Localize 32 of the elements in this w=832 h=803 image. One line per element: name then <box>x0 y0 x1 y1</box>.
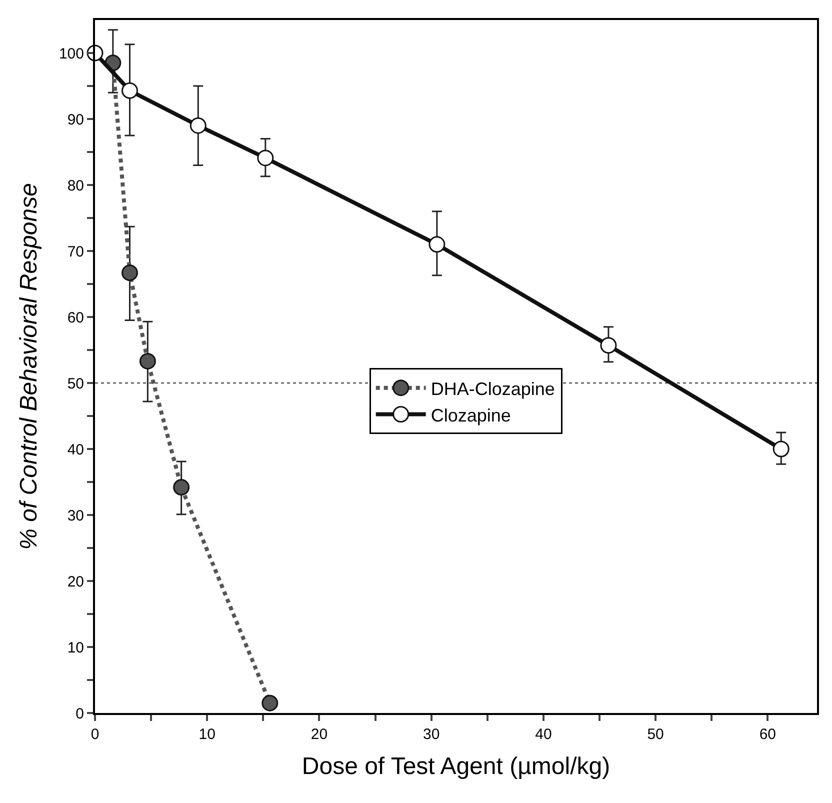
y-tick-label: 20 <box>67 573 84 590</box>
x-axis-title: Dose of Test Agent (µmol/kg) <box>302 752 610 780</box>
point <box>190 117 206 134</box>
y-axis-title: % of Control Behavioral Response <box>16 183 43 550</box>
x-tick-label: 10 <box>198 726 216 743</box>
legend-label: DHA-Clozapine <box>430 378 555 399</box>
x-tick-label: 40 <box>535 726 552 743</box>
y-tick-label: 60 <box>67 309 84 326</box>
y-tick-label: 100 <box>58 45 84 62</box>
point <box>139 352 156 370</box>
x-tick-label: 0 <box>90 726 100 743</box>
point <box>772 440 790 458</box>
point <box>257 150 274 166</box>
y-tick-label: 70 <box>67 243 84 260</box>
y-tick-label: 40 <box>67 441 84 458</box>
point <box>600 337 617 354</box>
point <box>122 264 138 282</box>
y-tick-label: 30 <box>67 507 84 524</box>
y-tick-label: 50 <box>67 375 84 392</box>
point <box>122 82 138 99</box>
x-tick-label: 20 <box>310 726 328 743</box>
x-tick-label: 60 <box>759 726 776 743</box>
point <box>173 479 190 496</box>
y-tick-label: 10 <box>67 639 84 656</box>
y-tick-label: 0 <box>76 705 84 722</box>
y-tick-label: 80 <box>67 177 84 194</box>
legend-label: Clozapine <box>430 405 511 426</box>
y-tick-label: 90 <box>67 111 84 128</box>
x-tick-label: 50 <box>647 726 664 743</box>
x-tick-label: 30 <box>422 726 440 743</box>
point <box>262 694 278 712</box>
point <box>428 236 446 253</box>
